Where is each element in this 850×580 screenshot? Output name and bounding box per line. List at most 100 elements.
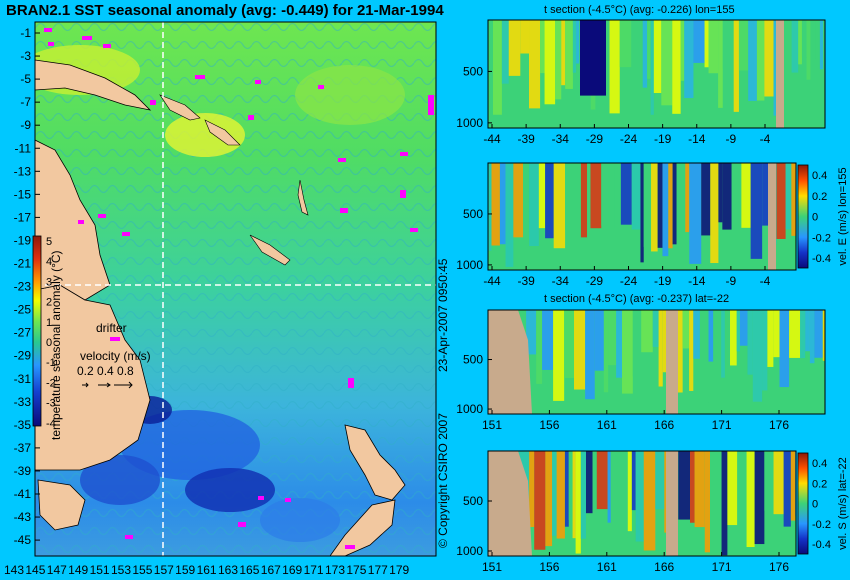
panel-xtick-label: -24 xyxy=(620,132,638,146)
drifter-marker xyxy=(318,85,324,89)
cold-eddy xyxy=(80,455,160,505)
section-stripe xyxy=(747,310,753,375)
panel-xtick-label: -19 xyxy=(654,132,672,146)
section-stripe xyxy=(592,451,597,545)
section-stripe xyxy=(545,163,554,239)
section-stripe xyxy=(608,310,617,366)
land-mask xyxy=(488,310,532,414)
map-xtick-label: 175 xyxy=(346,563,366,577)
map-ytick-label: -15 xyxy=(14,187,32,201)
map-x-axis: 143 145 147 149 151 153 155 157 159 161 163 165 167 1… xyxy=(4,563,410,577)
section-stripe xyxy=(580,451,586,539)
figure-title: BRAN2.1 SST seasonal anomaly (avg: -0.44… xyxy=(6,2,444,19)
section-stripe xyxy=(754,451,765,545)
section-stripe xyxy=(690,451,695,523)
section-stripe xyxy=(647,20,651,79)
section-stripe xyxy=(789,310,801,358)
section-stripe xyxy=(523,163,530,224)
velocity-side-label: vel. E (m/s) lon=155 xyxy=(837,167,849,265)
section-stripe xyxy=(746,451,755,548)
section-stripe xyxy=(529,451,535,528)
credit-timestamp: 23-Apr-2007 0950:45 xyxy=(436,258,450,372)
section-stripe xyxy=(713,310,722,387)
map-ytick-label: -9 xyxy=(20,118,31,132)
section-stripe xyxy=(779,310,790,388)
colorbar-tick-label: 3 xyxy=(46,276,52,288)
map-xtick-label: 157 xyxy=(154,563,174,577)
panel-xtick-label: -4 xyxy=(760,132,771,146)
drifter-marker xyxy=(195,75,205,79)
map-ytick-label: -33 xyxy=(14,395,32,409)
section-stripe xyxy=(572,451,576,539)
section-stripe xyxy=(534,451,546,550)
section-stripe xyxy=(764,451,774,511)
panel-xtick-label: -9 xyxy=(726,274,737,288)
section-stripe xyxy=(718,163,723,223)
section-stripe xyxy=(736,310,740,352)
section-stripe xyxy=(643,451,656,551)
section-stripe xyxy=(553,310,565,401)
panel-xtick-label: 176 xyxy=(769,418,789,432)
drifter-marker xyxy=(340,208,348,213)
section-stripe xyxy=(488,163,492,251)
drifter-marker xyxy=(122,232,130,236)
panel-ytick-label: 500 xyxy=(463,353,483,367)
colorbar-tick-label: 2 xyxy=(46,297,52,309)
section-stripe xyxy=(750,163,763,259)
map-xtick-label: 151 xyxy=(90,563,110,577)
section-stripe xyxy=(622,310,633,394)
section-stripe xyxy=(785,163,792,230)
map-xtick-label: 167 xyxy=(261,563,281,577)
section-stripe xyxy=(520,20,530,54)
section-stripe xyxy=(773,310,780,358)
section-stripe xyxy=(727,451,738,526)
section-stripe xyxy=(658,310,663,387)
velocity-side-label: vel. S (m/s) lat=-22 xyxy=(837,457,849,550)
map-ytick-label: -25 xyxy=(14,303,32,317)
velocity-colorbar-tick: 0 xyxy=(812,499,818,511)
section-stripe xyxy=(488,20,493,78)
section-stripe xyxy=(580,163,588,238)
panel-xtick-label: -39 xyxy=(517,132,535,146)
map-ytick-label: -5 xyxy=(20,72,31,86)
drifter-marker xyxy=(258,496,264,500)
panel-xtick-label: 156 xyxy=(539,418,559,432)
section-stripe xyxy=(596,451,608,510)
panel-xtick-label: -14 xyxy=(688,132,706,146)
section-stripe xyxy=(585,310,595,400)
map-xtick-label: 177 xyxy=(368,563,388,577)
map-xtick-label: 149 xyxy=(68,563,88,577)
section-stripe xyxy=(631,20,643,115)
map-xtick-label: 161 xyxy=(197,563,217,577)
section-stripe xyxy=(607,451,611,523)
map-ytick-label: -37 xyxy=(14,441,32,455)
map-ytick-label: -7 xyxy=(20,95,31,109)
map-xtick-label: 159 xyxy=(175,563,195,577)
section-stripe xyxy=(564,451,569,527)
panel-xtick-label: 151 xyxy=(482,418,502,432)
drifter-marker xyxy=(400,190,406,198)
section-stripe xyxy=(810,20,816,93)
section-panel-3: t section (-4.5°C) (avg: -0.237) lat=-22… xyxy=(456,293,826,432)
map-ytick-label: -41 xyxy=(14,487,32,501)
section-stripe xyxy=(693,310,700,359)
section-stripe xyxy=(603,310,609,393)
map-ytick-label: -35 xyxy=(14,418,32,432)
panel-xtick-label: -44 xyxy=(483,274,501,288)
section-panel-2: 500 1000-44 -39 -34 -29 -24 -19 -14 -9 -4 0.4 0.2 0 -… xyxy=(456,162,849,288)
warm-patch xyxy=(295,65,405,125)
section-stripe xyxy=(689,163,702,264)
section-stripe xyxy=(620,163,632,225)
section-stripe xyxy=(819,20,824,70)
panel-xtick-label: -19 xyxy=(654,274,672,288)
section-stripe xyxy=(741,163,751,228)
velocity-colorbar-tick: -0.2 xyxy=(812,232,831,244)
section-stripe xyxy=(672,163,677,245)
section-stripe xyxy=(587,163,591,255)
drifter-marker xyxy=(248,115,254,120)
drifter-marker xyxy=(48,42,54,46)
section-stripe xyxy=(635,451,644,542)
panel-title: t section (-4.5°C) (avg: -0.237) lat=-22 xyxy=(544,293,729,305)
drifter-marker xyxy=(98,214,106,218)
